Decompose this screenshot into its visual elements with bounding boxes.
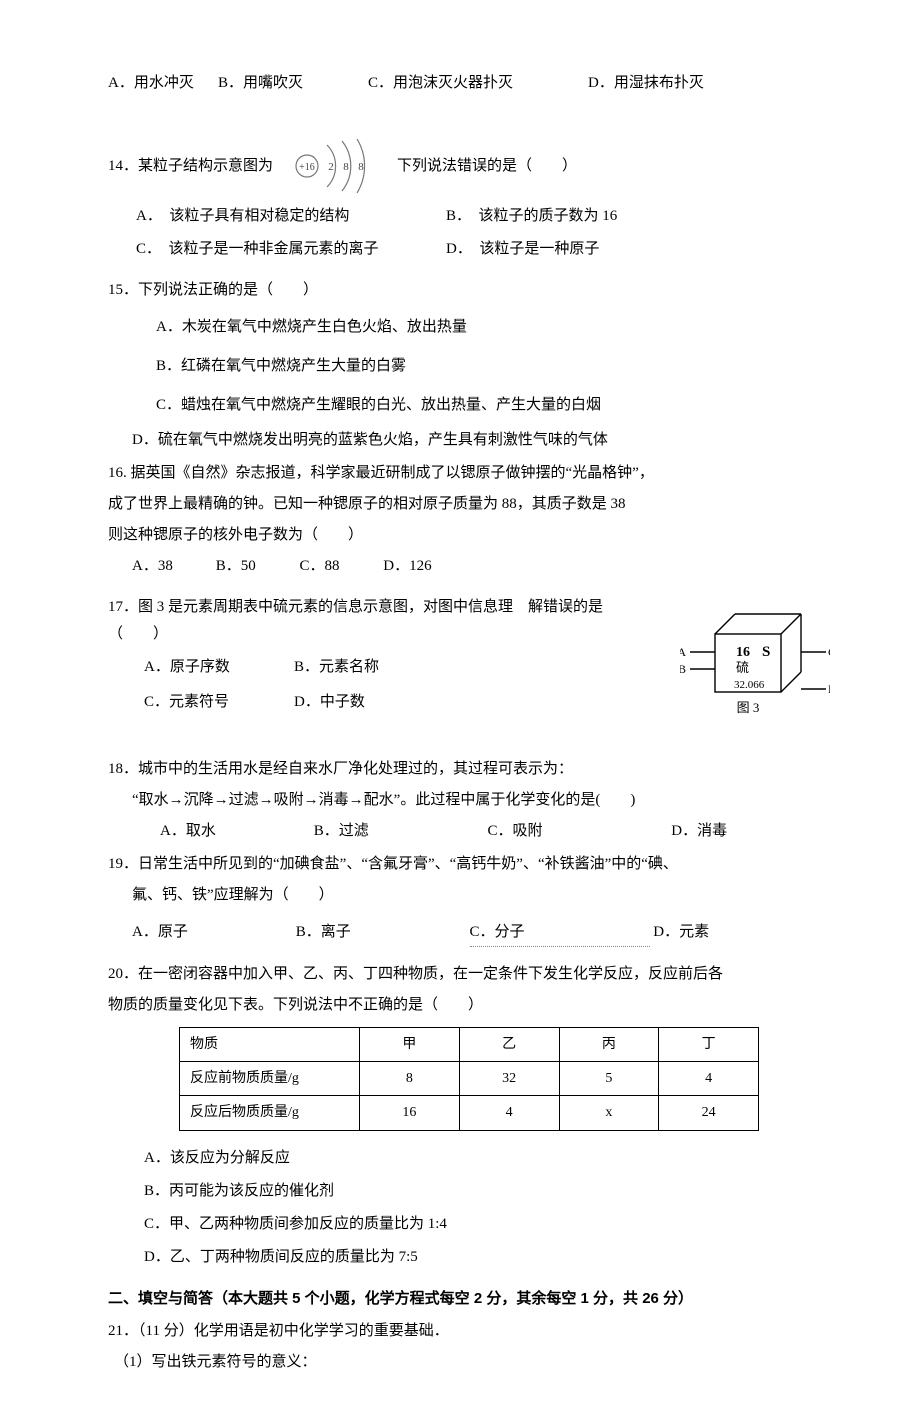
q19-stem: 19．日常生活中所见到的“加碘食盐”、“含氟牙膏”、“高钙牛奶”、“补铁酱油”中… [108, 851, 830, 878]
q14: 14．某粒子结构示意图为 +16 2 8 8 下列说法错误的是（ ） A． 该粒… [108, 139, 830, 263]
nucleus-label: +16 [299, 162, 315, 173]
q19-opt-a: A．原子 [132, 919, 292, 946]
q16: 16. 据英国《自然》杂志报道，科学家最近研制成了以锶原子做钟摆的“光晶格钟”，… [108, 460, 830, 580]
q18-l1: 18．城市中的生活用水是经自来水厂净化处理过的，其过程可表示为： [108, 756, 830, 783]
q20-opt-a: A．该反应为分解反应 [144, 1145, 830, 1172]
q21-stem: 21．（11 分）化学用语是初中化学学习的重要基础． [108, 1318, 830, 1345]
q18-opt-d: D．消毒 [671, 818, 791, 845]
q16-opt-d: D．126 [383, 553, 463, 580]
q15-stem: 15．下列说法正确的是（ ） [108, 277, 830, 304]
table-row: 反应后物质质量/g 16 4 x 24 [180, 1096, 759, 1130]
cube-num: 16 [736, 645, 750, 660]
r2c0: 反应后物质质量/g [180, 1096, 360, 1130]
q13-opt-b: B．用嘴吹灭 [218, 70, 368, 97]
cube-caption: 图 3 [737, 700, 760, 715]
q14-options: A． 该粒子具有相对稳定的结构 B． 该粒子的质子数为 16 C． 该粒子是一种… [136, 203, 830, 263]
q14-opt-c: C． 该粒子是一种非金属元素的离子 [136, 236, 446, 263]
q16-l3: 则这种锶原子的核外电子数为（ ） [108, 522, 830, 549]
q19-opt-b: B．离子 [296, 919, 466, 946]
q16-opt-a: A．38 [132, 553, 212, 580]
q15-opt-d: D．硫在氧气中燃烧发出明亮的蓝紫色火焰，产生具有刺激性气味的气体 [108, 427, 830, 454]
r2c2: 4 [459, 1096, 559, 1130]
q14-opt-b: B． 该粒子的质子数为 16 [446, 203, 726, 230]
q13-options: A．用水冲灭 B．用嘴吹灭 C．用泡沫灭火器扑灭 D．用湿抹布扑灭 [108, 70, 830, 97]
q15-opt-c: C．蜡烛在氧气中燃烧产生耀眼的白光、放出热量、产生大量的白烟 [108, 392, 830, 419]
th-substance: 物质 [180, 1028, 360, 1062]
r1c3: 5 [559, 1062, 659, 1096]
q20-table: 物质 甲 乙 丙 丁 反应前物质质量/g 8 32 5 4 反应后物质质量/g … [179, 1027, 759, 1131]
q20-opt-d: D．乙、丁两种物质间反应的质量比为 7:5 [144, 1244, 830, 1271]
q17-opt-d: D．中子数 [294, 689, 444, 716]
q18: 18．城市中的生活用水是经自来水厂净化处理过的，其过程可表示为： “取水→沉降→… [108, 756, 830, 845]
q14-stem: 14．某粒子结构示意图为 +16 2 8 8 下列说法错误的是（ ） [108, 139, 830, 193]
q19: 19．日常生活中所见到的“加碘食盐”、“含氟牙膏”、“高钙牛奶”、“补铁酱油”中… [108, 851, 830, 947]
q18-opt-a: A．取水 [160, 818, 310, 845]
q19-opt-c: C．分子 [470, 919, 650, 947]
q20: 20．在一密闭容器中加入甲、乙、丙、丁四种物质，在一定条件下发生化学反应，反应前… [108, 961, 830, 1271]
th-c: 丙 [559, 1028, 659, 1062]
th-b: 乙 [459, 1028, 559, 1062]
table-row: 反应前物质质量/g 8 32 5 4 [180, 1062, 759, 1096]
q19-stem2: 氟、钙、铁”应理解为（ ） [108, 882, 830, 909]
q16-opt-b: B．50 [216, 553, 296, 580]
q14-stem-pre: 14．某粒子结构示意图为 [108, 153, 273, 180]
q16-opt-c: C．88 [300, 553, 380, 580]
q14-stem-post: 下列说法错误的是（ ） [397, 153, 577, 180]
q15: 15．下列说法正确的是（ ） A．木炭在氧气中燃烧产生白色火焰、放出热量 B．红… [108, 277, 830, 454]
q17-stem: 17．图 3 是元素周期表中硫元素的信息示意图，对图中信息理 解错误的是（ ） [108, 594, 652, 648]
q18-opt-c: C．吸附 [488, 818, 668, 845]
q13-opts-row: A．用水冲灭 B．用嘴吹灭 C．用泡沫灭火器扑灭 D．用湿抹布扑灭 [108, 70, 830, 97]
q18-opt-b: B．过滤 [314, 818, 484, 845]
q17-opt-c: C．元素符号 [144, 689, 294, 716]
q15-opt-a: A．木炭在氧气中燃烧产生白色火焰、放出热量 [108, 314, 830, 341]
q20-stem1: 20．在一密闭容器中加入甲、乙、丙、丁四种物质，在一定条件下发生化学反应，反应前… [108, 961, 830, 988]
r1c4: 4 [659, 1062, 759, 1096]
r2c3: x [559, 1096, 659, 1130]
q16-l1: 16. 据英国《自然》杂志报道，科学家最近研制成了以锶原子做钟摆的“光晶格钟”， [108, 460, 830, 487]
cube-sym: S [762, 644, 770, 660]
th-a: 甲 [360, 1028, 460, 1062]
q20-opt-b: B．丙可能为该反应的催化剂 [144, 1178, 830, 1205]
q16-l2: 成了世界上最精确的钟。已知一种锶原子的相对原子质量为 88，其质子数是 38 [108, 491, 830, 518]
cube-label-c: C [828, 645, 830, 659]
q20-options: A．该反应为分解反应 B．丙可能为该反应的催化剂 C．甲、乙两种物质间参加反应的… [108, 1145, 830, 1271]
q14-opt-a: A． 该粒子具有相对稳定的结构 [136, 203, 446, 230]
q20-opt-c: C．甲、乙两种物质间参加反应的质量比为 1:4 [144, 1211, 830, 1238]
q13-opt-d: D．用湿抹布扑灭 [588, 70, 748, 97]
cube-mass: 32.066 [734, 679, 765, 691]
q17-opt-b: B．元素名称 [294, 654, 444, 681]
cube-label-d: D [828, 682, 830, 696]
element-cube-figure: A B C D 16 S 硫 32.066 图 3 [680, 594, 830, 724]
section-2-heading: 二、填空与简答（本大题共 5 个小题，化学方程式每空 2 分，其余每空 1 分，… [108, 1285, 830, 1312]
q17: 17．图 3 是元素周期表中硫元素的信息示意图，对图中信息理 解错误的是（ ） … [108, 594, 830, 724]
shell-3: 8 [358, 161, 364, 173]
q19-opt-d: D．元素 [653, 919, 773, 946]
th-d: 丁 [659, 1028, 759, 1062]
q13-opt-c: C．用泡沫灭火器扑灭 [368, 70, 588, 97]
q16-options: A．38 B．50 C．88 D．126 [108, 553, 830, 580]
cube-label-a: A [680, 645, 686, 659]
q15-opt-b: B．红磷在氧气中燃烧产生大量的白雾 [108, 353, 830, 380]
r1c0: 反应前物质质量/g [180, 1062, 360, 1096]
q20-stem2: 物质的质量变化见下表。下列说法中不正确的是（ ） [108, 992, 830, 1019]
r1c2: 32 [459, 1062, 559, 1096]
q21-sub1: （1）写出铁元素符号的意义： [114, 1349, 830, 1376]
q18-options: A．取水 B．过滤 C．吸附 D．消毒 [160, 818, 830, 845]
cube-han: 硫 [736, 660, 749, 675]
q14-opt-d: D． 该粒子是一种原子 [446, 236, 726, 263]
table-row: 物质 甲 乙 丙 丁 [180, 1028, 759, 1062]
q19-options: A．原子 B．离子 C．分子 D．元素 [108, 919, 830, 947]
cube-label-b: B [680, 662, 686, 676]
shell-2: 8 [343, 161, 349, 173]
q17-opt-a: A．原子序数 [144, 654, 294, 681]
r2c4: 24 [659, 1096, 759, 1130]
r1c1: 8 [360, 1062, 460, 1096]
r2c1: 16 [360, 1096, 460, 1130]
shell-1: 2 [328, 161, 334, 173]
q17-options: A．原子序数 B．元素名称 C．元素符号 D．中子数 [144, 654, 652, 716]
atom-diagram-icon: +16 2 8 8 [287, 139, 383, 193]
q13-opt-a: A．用水冲灭 [108, 70, 218, 97]
q18-l2: “取水→沉降→过滤→吸附→消毒→配水”。此过程中属于化学变化的是( ) [108, 787, 830, 814]
